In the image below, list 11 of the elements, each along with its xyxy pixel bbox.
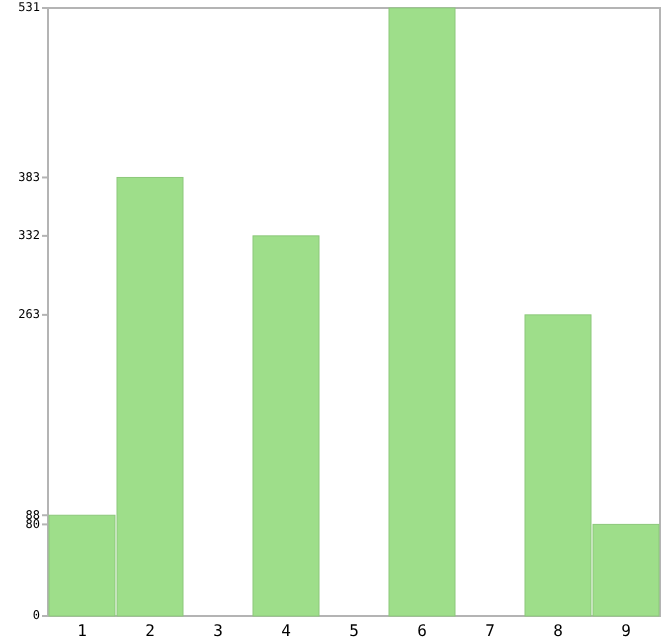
x-tick-label: 5 bbox=[349, 622, 360, 640]
x-tick-label: 6 bbox=[417, 622, 428, 640]
bar bbox=[252, 235, 320, 617]
x-tick-label: 4 bbox=[281, 622, 292, 640]
x-tick-label: 2 bbox=[145, 622, 156, 640]
x-tick-label: 7 bbox=[485, 622, 496, 640]
x-tick-label: 3 bbox=[213, 622, 224, 640]
bar bbox=[388, 7, 456, 617]
x-tick-label: 9 bbox=[621, 622, 632, 640]
x-tick-label: 1 bbox=[77, 622, 88, 640]
x-tick-label: 8 bbox=[553, 622, 564, 640]
